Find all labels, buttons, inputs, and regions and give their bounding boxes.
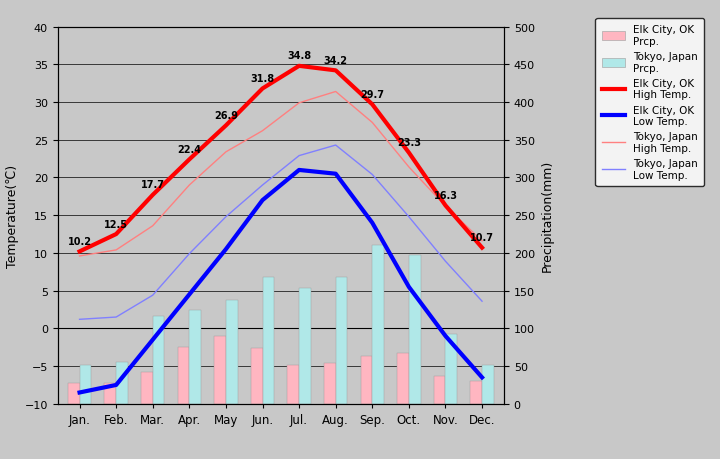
Bar (263, 277, 274, 404)
Bar (470, 381, 482, 404)
Text: 12.5: 12.5 (104, 219, 128, 229)
Bar (141, 372, 153, 404)
Bar (251, 348, 263, 404)
Bar (433, 376, 446, 404)
Bar (153, 316, 164, 404)
Text: 17.7: 17.7 (140, 180, 165, 190)
Bar (397, 353, 409, 404)
Bar (299, 289, 311, 404)
Bar (361, 356, 372, 404)
Text: 22.4: 22.4 (177, 145, 202, 155)
Bar (215, 336, 226, 404)
Text: 34.8: 34.8 (287, 51, 311, 61)
Text: 31.8: 31.8 (251, 74, 274, 84)
Y-axis label: Temperature(℃): Temperature(℃) (6, 164, 19, 267)
Text: 34.2: 34.2 (324, 56, 348, 66)
Text: 16.3: 16.3 (433, 190, 457, 201)
Bar (324, 363, 336, 404)
Text: 29.7: 29.7 (360, 90, 384, 100)
Y-axis label: Precipitation(mm): Precipitation(mm) (541, 160, 554, 272)
Legend: Elk City, OK
Prcp., Tokyo, Japan
Prcp., Elk City, OK
High Temp., Elk City, OK
Lo: Elk City, OK Prcp., Tokyo, Japan Prcp., … (595, 19, 704, 187)
Bar (482, 365, 494, 404)
Bar (287, 365, 299, 404)
Bar (446, 334, 457, 404)
Bar (79, 365, 91, 404)
Bar (178, 347, 189, 404)
Text: 10.7: 10.7 (470, 233, 494, 242)
Bar (336, 277, 347, 404)
Bar (104, 384, 116, 404)
Bar (372, 246, 384, 404)
Bar (189, 311, 201, 404)
Bar (226, 301, 238, 404)
Bar (116, 362, 128, 404)
Text: 23.3: 23.3 (397, 138, 421, 148)
Bar (68, 383, 79, 404)
Text: 10.2: 10.2 (68, 236, 91, 246)
Text: 26.9: 26.9 (214, 111, 238, 121)
Bar (409, 256, 420, 404)
